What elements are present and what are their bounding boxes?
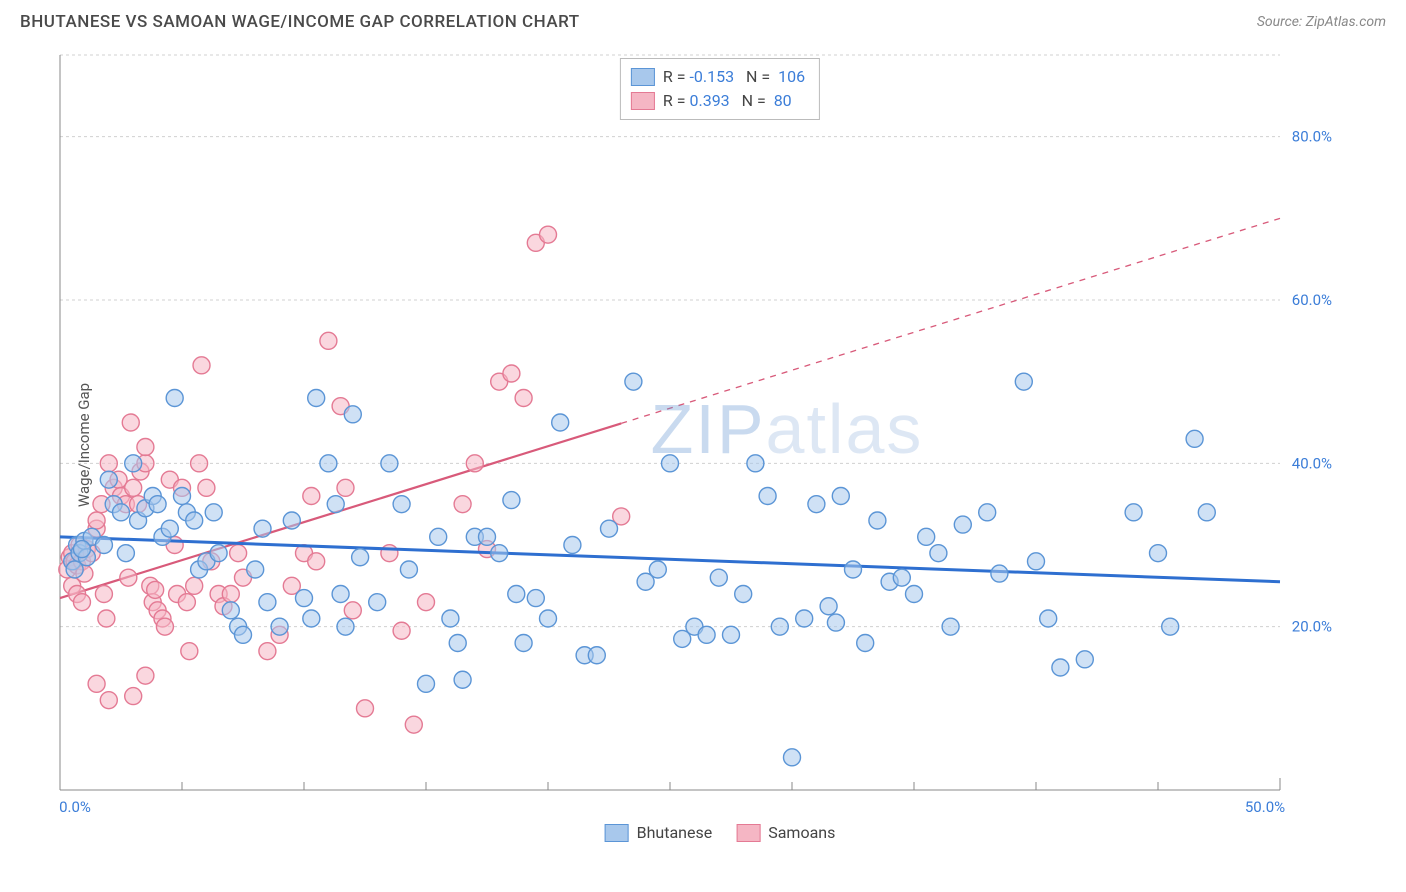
chart-container: Wage/Income Gap 20.0% 40.0% 60.0% 80.0% 0.0%… [50, 50, 1390, 840]
source-label: Source: [1257, 14, 1306, 30]
svg-text:40.0%: 40.0% [1292, 454, 1332, 472]
legend-swatch [605, 824, 629, 842]
legend-swatch [631, 92, 655, 110]
legend-row: R = 0.393 N = 80 [631, 89, 805, 113]
legend-label: Samoans [768, 823, 835, 842]
legend-swatch [631, 68, 655, 86]
scatter-chart: 20.0% 40.0% 60.0% 80.0% 0.0% 50.0% [50, 50, 1340, 840]
source-name: ZipAtlas.com [1306, 14, 1386, 30]
svg-text:60.0%: 60.0% [1292, 291, 1332, 309]
legend-label: Bhutanese [637, 823, 713, 842]
svg-text:0.0%: 0.0% [59, 798, 91, 816]
chart-title: BHUTANESE VS SAMOAN WAGE/INCOME GAP CORR… [20, 12, 580, 32]
svg-text:50.0%: 50.0% [1245, 798, 1285, 816]
legend-stats: R = 0.393 N = 80 [663, 89, 792, 113]
legend-row: R = -0.153 N = 106 [631, 65, 805, 89]
legend-stats: R = -0.153 N = 106 [663, 65, 805, 89]
series-legend-item: Bhutanese [605, 823, 713, 842]
source-attribution: Source: ZipAtlas.com [1257, 14, 1386, 30]
svg-text:20.0%: 20.0% [1292, 618, 1332, 636]
series-legend: Bhutanese Samoans [605, 823, 836, 842]
svg-text:80.0%: 80.0% [1292, 128, 1332, 146]
y-axis-label: Wage/Income Gap [75, 383, 93, 507]
series-legend-item: Samoans [736, 823, 835, 842]
legend-swatch [736, 824, 760, 842]
correlation-legend: R = -0.153 N = 106R = 0.393 N = 80 [620, 58, 820, 120]
